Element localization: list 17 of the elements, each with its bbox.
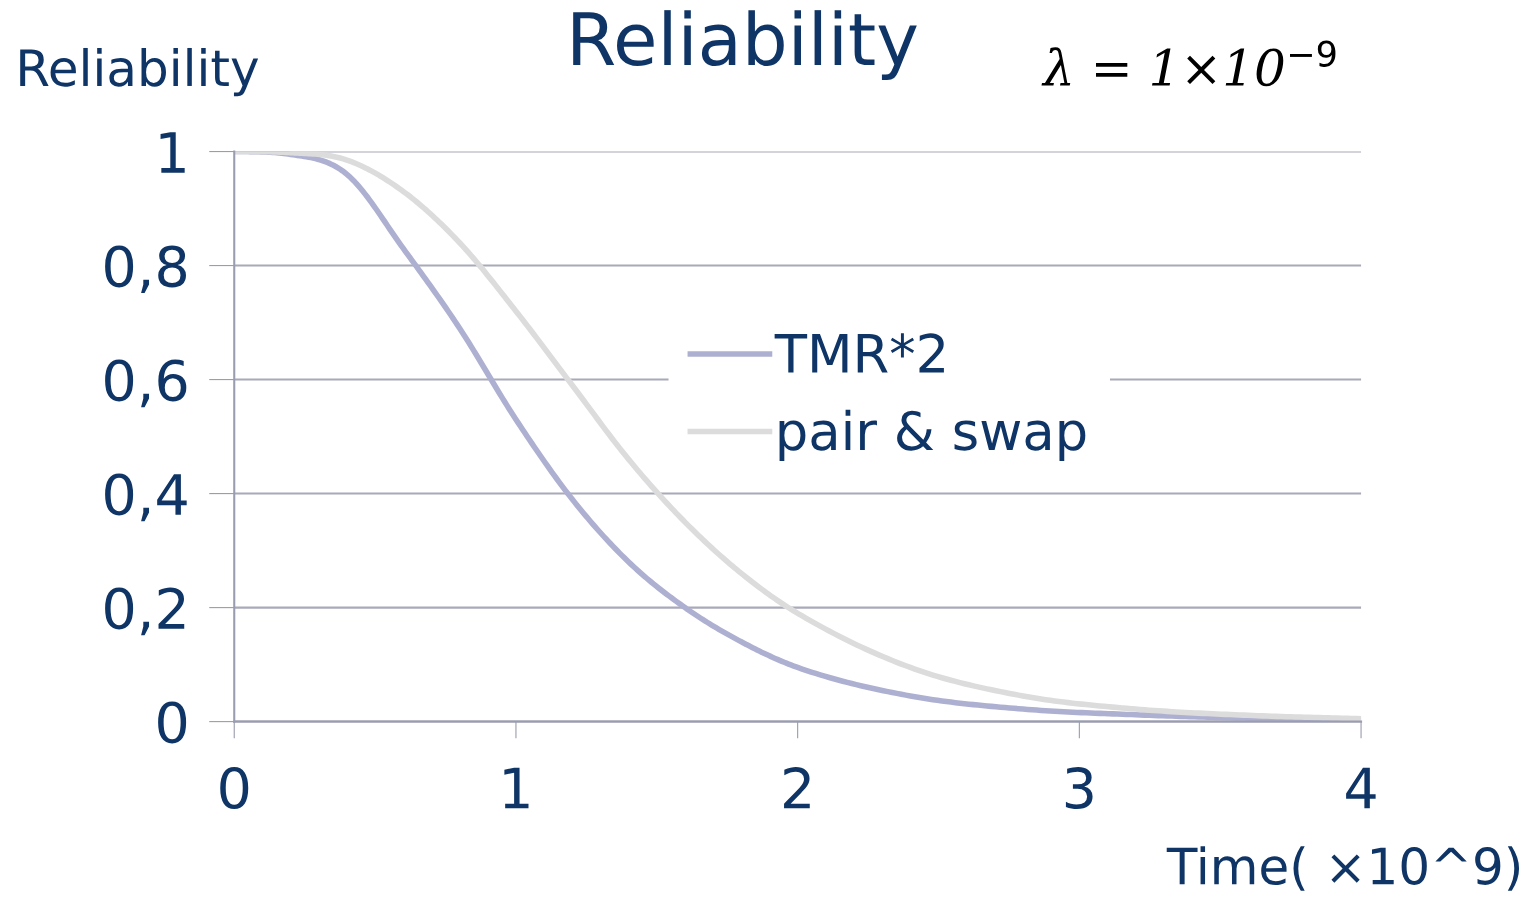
x-tick-label: 4 [1346,767,1376,809]
x-tick-label: 3 [1065,767,1093,810]
y-tick-label: 0,8 [105,245,186,294]
x-tick-label: 0 [220,767,249,810]
y-tick-label: 1 [160,132,185,173]
x-tick-label: 1 [504,767,529,809]
x-tick-label: 2 [784,767,810,809]
y-tick-label: 0,4 [105,473,187,522]
text: λ = 1×10$^{−9}$ [1041,40,1336,87]
chart-title: Reliability [573,10,917,81]
legend-label: TMR*2 [774,333,944,373]
y-tick-label: 0,2 [105,587,185,636]
y-axis-title: Reliability [20,47,259,97]
legend-label: pair & swap [779,409,1086,461]
y-tick-label: 0 [158,701,187,744]
x-axis-title: Time( ×10^9) [1166,846,1520,891]
y-tick-label: 0,6 [105,359,187,408]
